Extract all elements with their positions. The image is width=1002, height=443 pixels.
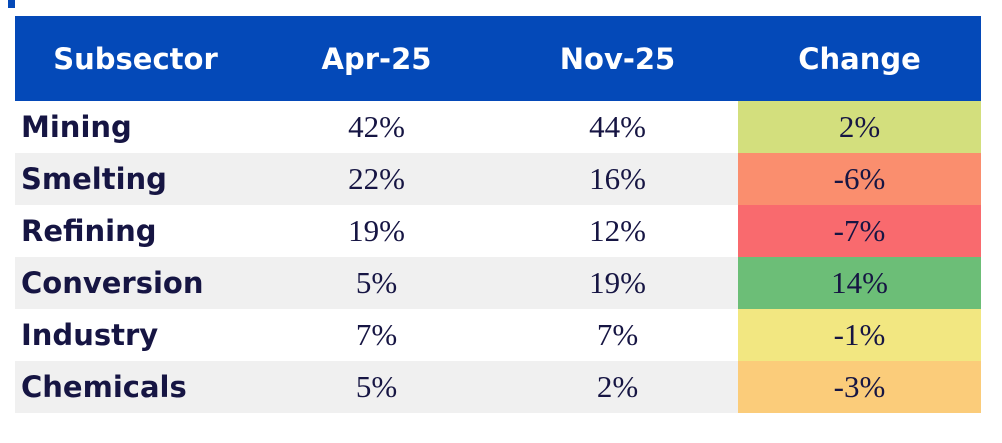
- table-row: Refining 19% 12% -7%: [15, 205, 981, 257]
- table-row: Chemicals 5% 2% -3%: [15, 361, 981, 413]
- apr-value: 5%: [355, 369, 398, 404]
- table-row: Industry 7% 7% -1%: [15, 309, 981, 361]
- change-value: 14%: [738, 257, 981, 309]
- apr-value: 7%: [355, 317, 398, 352]
- row-label: Industry: [21, 318, 159, 352]
- row-label: Conversion: [21, 266, 204, 300]
- nov-value: 12%: [589, 213, 646, 248]
- change-value: -6%: [738, 153, 981, 205]
- nov-value: 44%: [589, 109, 646, 144]
- change-value: -7%: [738, 205, 981, 257]
- nov-value: 16%: [589, 161, 646, 196]
- header-cell-subsector: Subsector: [53, 41, 218, 76]
- heat-table: Subsector Apr-25 Nov-25 Change Mining 42…: [15, 16, 981, 413]
- header-cell-change: Change: [798, 41, 921, 76]
- apr-value: 42%: [348, 109, 405, 144]
- apr-value: 5%: [355, 265, 398, 300]
- apr-value: 19%: [348, 213, 405, 248]
- row-label: Smelting: [21, 162, 167, 196]
- change-value: -3%: [738, 361, 981, 413]
- row-label: Chemicals: [21, 370, 187, 404]
- nov-value: 19%: [589, 265, 646, 300]
- change-value: 2%: [738, 101, 981, 153]
- table-row: Mining 42% 44% 2%: [15, 101, 981, 153]
- nov-value: 2%: [596, 369, 639, 404]
- header-cell-nov-25: Nov-25: [559, 41, 676, 76]
- table-row: Smelting 22% 16% -6%: [15, 153, 981, 205]
- table-row: Conversion 5% 19% 14%: [15, 257, 981, 309]
- row-label: Mining: [21, 110, 132, 144]
- nov-value: 7%: [596, 317, 639, 352]
- apr-value: 22%: [348, 161, 405, 196]
- change-value: -1%: [738, 309, 981, 361]
- row-label: Refining: [21, 214, 157, 248]
- corner-mark: [8, 0, 15, 8]
- table-header-row: Subsector Apr-25 Nov-25 Change: [15, 16, 981, 101]
- header-cell-apr-25: Apr-25: [321, 41, 432, 76]
